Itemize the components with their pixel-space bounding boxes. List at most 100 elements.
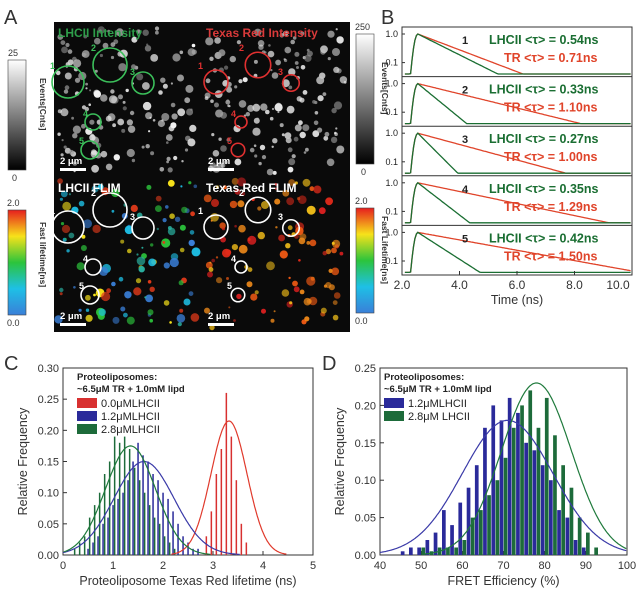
image-spot <box>83 219 92 229</box>
image-spot <box>336 145 345 154</box>
roi-circle <box>80 140 100 160</box>
image-spot <box>161 119 164 122</box>
image-spot <box>323 284 328 288</box>
image-spot <box>281 133 285 137</box>
histogram-bar <box>577 517 582 555</box>
image-spot <box>332 48 340 56</box>
image-spot <box>187 138 196 147</box>
image-spot <box>108 95 118 104</box>
image-spot <box>54 315 63 324</box>
x-tick-label: 3 <box>210 560 216 572</box>
gaussian-fit-line <box>171 420 287 555</box>
image-spot <box>306 50 313 57</box>
image-spot <box>270 318 275 323</box>
image-spot <box>246 281 253 288</box>
image-spot <box>274 103 283 112</box>
histogram-bar <box>192 548 194 555</box>
image-spot <box>299 233 307 241</box>
image-spot <box>234 85 238 89</box>
image-spot <box>275 226 278 229</box>
histogram-bar <box>409 547 413 555</box>
image-spot <box>135 278 142 284</box>
tile-title: LHCII FLIM <box>58 181 121 195</box>
histogram-bar <box>442 510 446 555</box>
image-spot <box>112 123 116 128</box>
image-spot <box>257 40 265 47</box>
roi-marker: 5 <box>227 136 232 146</box>
image-spot <box>327 30 335 38</box>
image-spot <box>305 147 309 152</box>
image-spot <box>91 164 99 173</box>
image-spot <box>218 137 222 141</box>
image-spot <box>314 111 319 115</box>
image-spot <box>131 36 138 43</box>
image-spot <box>170 82 173 85</box>
image-spot <box>191 247 201 257</box>
image-spot <box>106 288 111 294</box>
right-gray-bar-label: Events[Cnts] <box>380 62 390 115</box>
image-spot <box>177 108 186 117</box>
histogram-bar <box>235 480 238 555</box>
histogram-bar <box>487 495 491 555</box>
histogram-bar <box>540 465 545 555</box>
image-spot <box>258 161 262 166</box>
image-spot <box>64 238 67 240</box>
histogram-bar <box>148 505 151 555</box>
x-tick-label: 90 <box>580 560 592 572</box>
image-spot <box>257 206 262 211</box>
image-spot <box>205 37 214 46</box>
image-spot <box>120 239 125 244</box>
image-spot <box>68 193 71 196</box>
histogram-bar <box>78 542 81 555</box>
image-spot <box>274 187 277 190</box>
image-spot <box>167 167 173 173</box>
legend-swatch <box>77 424 97 434</box>
image-spot <box>162 241 166 244</box>
image-spot <box>211 258 215 263</box>
histogram-bar <box>458 502 463 555</box>
y-axis-label: Relative Frequency <box>333 407 347 515</box>
histogram-bar <box>152 474 154 555</box>
right-lifetime-colorbar <box>355 207 375 314</box>
image-spot <box>99 29 102 32</box>
histogram-bar <box>73 548 76 555</box>
image-spot <box>167 226 172 230</box>
image-spot <box>312 100 316 104</box>
legend-swatch <box>77 411 97 421</box>
image-spot <box>211 133 215 137</box>
left-color-bar-max: 2.0 <box>7 198 20 208</box>
left-color-bar-min: 0.0 <box>7 318 20 328</box>
roi-marker: 2 <box>239 43 244 53</box>
image-spot <box>272 138 278 144</box>
image-spot <box>297 197 301 201</box>
image-spot <box>220 112 228 119</box>
image-spot <box>180 185 183 188</box>
image-spot <box>333 66 340 73</box>
y-tick-label: 0.05 <box>355 513 376 525</box>
roi-marker: 1 <box>198 61 203 71</box>
image-spot <box>298 120 303 126</box>
roi-circle <box>281 218 301 238</box>
image-spot <box>102 42 109 49</box>
image-spot <box>242 77 248 83</box>
image-spot <box>215 185 219 189</box>
image-spot <box>236 40 241 45</box>
image-spot <box>211 199 219 207</box>
image-spot <box>292 280 298 287</box>
image-spot <box>306 241 311 245</box>
image-spot <box>247 237 251 242</box>
image-spot <box>285 243 291 249</box>
image-spot <box>61 224 71 234</box>
histogram-bar <box>123 436 126 555</box>
image-spot <box>282 189 290 197</box>
image-spot <box>313 185 322 194</box>
image-spot <box>94 37 101 45</box>
gaussian-fit-line <box>63 445 211 555</box>
image-spot <box>253 59 258 64</box>
image-spot <box>91 185 99 193</box>
lhcii-decay-line <box>404 231 631 274</box>
panel-label-c: C <box>4 353 18 375</box>
histogram-bar <box>225 392 228 555</box>
subplot-id: 2 <box>462 85 468 97</box>
